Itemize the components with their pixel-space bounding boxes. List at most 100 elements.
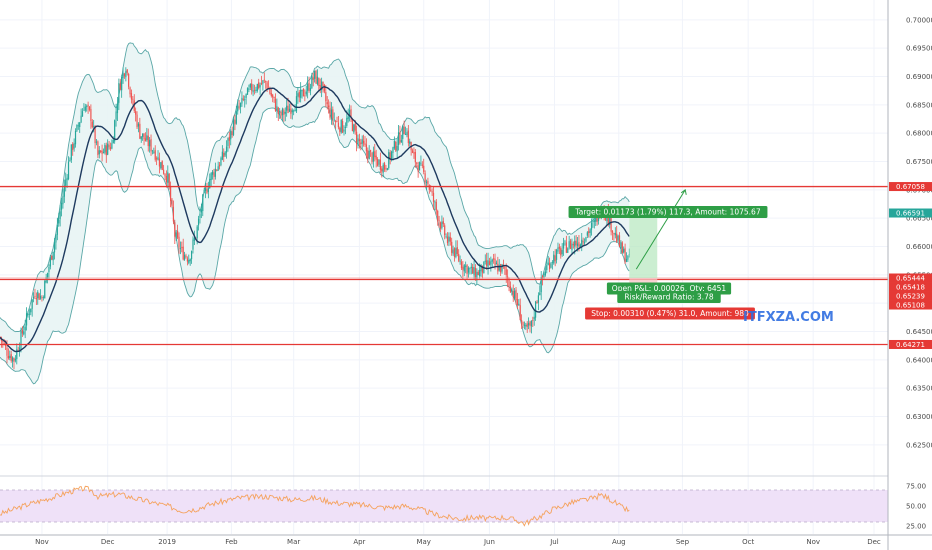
- candle-body: [574, 240, 576, 247]
- candle: [515, 286, 517, 305]
- candle-body: [430, 189, 432, 191]
- candle-body: [149, 140, 151, 147]
- risk-reward-label-box: [617, 291, 721, 303]
- candle: [459, 255, 461, 265]
- candle-body: [581, 239, 583, 246]
- candle-body: [154, 150, 156, 160]
- candle-body: [576, 243, 579, 246]
- candle: [94, 124, 96, 149]
- candle-body: [568, 241, 570, 248]
- candle: [87, 101, 89, 114]
- candle: [315, 69, 317, 84]
- candle: [371, 151, 373, 165]
- candle: [414, 149, 416, 168]
- candle: [383, 161, 386, 172]
- candle-body: [515, 289, 517, 301]
- candle: [308, 76, 310, 93]
- candle-body: [360, 142, 362, 145]
- candle: [473, 260, 475, 280]
- candle: [544, 266, 546, 277]
- candle: [7, 348, 9, 360]
- candle: [539, 285, 541, 296]
- time-tick-label: May: [416, 538, 430, 546]
- candle-body: [171, 199, 173, 207]
- candle: [183, 251, 186, 261]
- candle: [139, 117, 141, 140]
- candle-body: [214, 168, 216, 177]
- candle-body: [349, 110, 351, 117]
- candle: [48, 264, 50, 280]
- candle-body: [249, 83, 251, 88]
- candle: [512, 284, 514, 302]
- candle: [146, 127, 148, 142]
- candle: [543, 271, 545, 280]
- candle: [418, 161, 421, 171]
- candle-body: [13, 358, 15, 362]
- candle: [351, 117, 354, 132]
- candle: [582, 237, 584, 246]
- candle-body: [543, 273, 545, 278]
- candle: [360, 138, 362, 151]
- candle: [143, 133, 145, 146]
- candle: [624, 243, 626, 264]
- candle: [116, 97, 119, 122]
- candle-body: [189, 259, 191, 262]
- watermark-text: ITFXZA.COM: [743, 310, 834, 325]
- candle: [291, 108, 293, 120]
- candle-body: [51, 255, 53, 260]
- candle-body: [533, 316, 535, 320]
- candle: [498, 259, 500, 272]
- candle: [311, 72, 313, 89]
- candle: [404, 126, 407, 136]
- candle: [588, 227, 590, 238]
- candle-body: [37, 291, 39, 299]
- candle-body: [81, 111, 84, 117]
- candle-body: [621, 242, 623, 254]
- candle: [231, 126, 233, 138]
- price-tag-box: [889, 291, 932, 301]
- candle-body: [252, 90, 254, 93]
- candle-body: [16, 349, 18, 360]
- candle: [328, 99, 330, 114]
- candle: [347, 108, 349, 123]
- candle: [560, 246, 562, 259]
- candle: [568, 235, 570, 250]
- candle-body: [550, 263, 552, 268]
- candle: [279, 108, 281, 119]
- candle: [355, 125, 358, 152]
- candle: [369, 149, 372, 157]
- candle: [108, 140, 110, 150]
- long-position-tool[interactable]: Target: 0.01173 (1.79%) 117.3, Amount: 1…: [568, 188, 768, 320]
- candle-body: [102, 151, 105, 153]
- target-label: Target: 0.01173 (1.79%) 117.3, Amount: 1…: [574, 208, 760, 217]
- profit-zone[interactable]: [629, 211, 658, 279]
- candle: [337, 116, 340, 130]
- price-tag-label: 0.65418: [896, 284, 925, 292]
- candle-body: [575, 240, 577, 246]
- candle-body: [119, 83, 121, 90]
- candle: [21, 326, 23, 337]
- candle: [529, 320, 531, 333]
- candle-body: [396, 145, 398, 152]
- candle: [107, 139, 109, 156]
- candle-body: [508, 278, 510, 287]
- candle: [237, 99, 239, 115]
- candle: [467, 266, 470, 278]
- candle-body: [283, 110, 285, 115]
- candle: [431, 188, 433, 196]
- candle: [451, 237, 453, 256]
- candle: [81, 108, 84, 117]
- candle-body: [336, 121, 338, 123]
- candle-body: [49, 257, 51, 267]
- candle-body: [58, 219, 60, 224]
- candle-body: [435, 201, 437, 211]
- price-tag-label: 0.64271: [896, 341, 925, 349]
- candle: [9, 350, 11, 361]
- horizontal-levels[interactable]: [0, 185, 888, 346]
- candle-body: [140, 136, 142, 140]
- candle: [16, 343, 18, 365]
- candle-body: [544, 271, 546, 276]
- candle-body: [74, 130, 77, 145]
